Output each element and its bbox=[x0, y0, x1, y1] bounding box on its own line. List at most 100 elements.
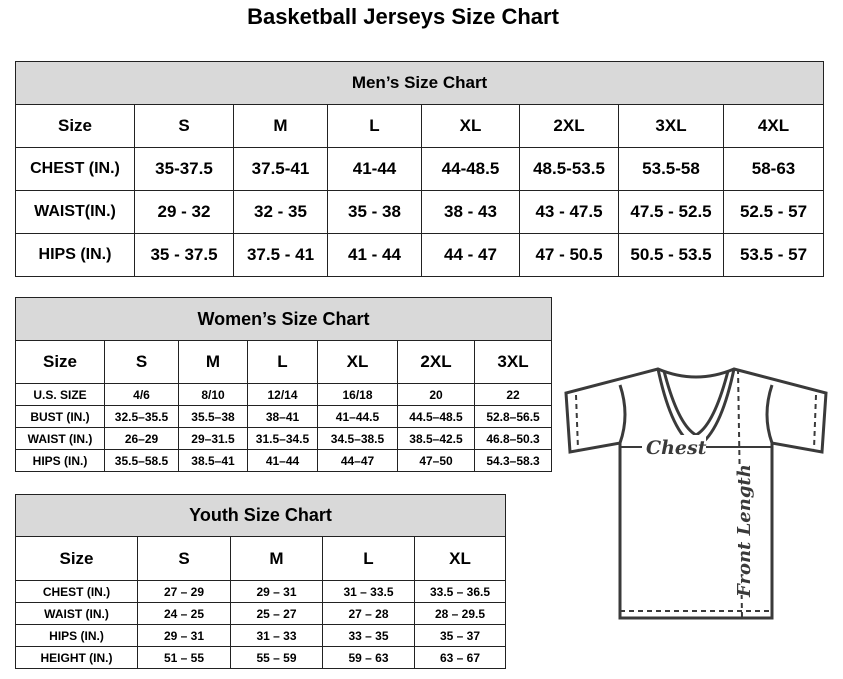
table-cell: 31 – 33.5 bbox=[322, 580, 415, 603]
table-cell: 27 – 29 bbox=[137, 580, 231, 603]
page-title: Basketball Jerseys Size Chart bbox=[247, 4, 559, 29]
row-label: CHEST (IN.) bbox=[15, 580, 138, 603]
column-header: M bbox=[233, 104, 328, 148]
table-cell: 41-44 bbox=[327, 147, 422, 191]
table-row: BUST (IN.) 32.5–35.5 35.5–38 38–41 41–44.5 44… bbox=[15, 405, 553, 428]
table-cell: 32.5–35.5 bbox=[104, 405, 179, 428]
table-cell: 41 - 44 bbox=[327, 233, 422, 277]
row-label: HEIGHT (IN.) bbox=[15, 646, 138, 669]
column-header: Size bbox=[15, 536, 138, 581]
table-cell: 54.3–58.3 bbox=[473, 449, 553, 472]
table-cell: 38.5–42.5 bbox=[397, 427, 475, 450]
table-cell: 38 - 43 bbox=[421, 190, 520, 234]
column-header: XL bbox=[421, 104, 520, 148]
table-cell: 52.5 - 57 bbox=[722, 190, 825, 234]
row-label: BUST (IN.) bbox=[15, 405, 105, 428]
table-cell: 44–47 bbox=[317, 449, 398, 472]
table-row: U.S. SIZE 4/6 8/10 12/14 16/18 20 22 bbox=[15, 383, 553, 406]
table-cell: 46.8–50.3 bbox=[473, 427, 553, 450]
table-title: Youth Size Chart bbox=[14, 494, 507, 537]
table-cell: 47–50 bbox=[397, 449, 475, 472]
column-header: 4XL bbox=[722, 104, 825, 148]
table-cell: 35-37.5 bbox=[134, 147, 234, 191]
table-row: WAIST (IN.) 24 – 25 25 – 27 27 – 28 28 – 29.… bbox=[15, 602, 507, 625]
womens-size-table: Women’s Size Chart Size S M L XL 2XL 3XL U.S. S… bbox=[14, 297, 553, 472]
table-cell: 29–31.5 bbox=[178, 427, 248, 450]
column-header: Size bbox=[15, 104, 135, 148]
column-header: M bbox=[178, 340, 248, 384]
table-cell: 55 – 59 bbox=[230, 646, 323, 669]
table-row: HEIGHT (IN.) 51 – 55 55 – 59 59 – 63 63 – 67 bbox=[15, 646, 507, 669]
column-header: 2XL bbox=[397, 340, 475, 384]
table-cell: 44 - 47 bbox=[421, 233, 520, 277]
table-cell: 38.5–41 bbox=[178, 449, 248, 472]
table-cell: 52.8–56.5 bbox=[473, 405, 553, 428]
chest-label: Chest bbox=[646, 437, 707, 459]
table-cell: 20 bbox=[397, 383, 475, 406]
table-cell: 33.5 – 36.5 bbox=[413, 580, 507, 603]
row-label: WAIST (IN.) bbox=[15, 602, 138, 625]
table-cell: 50.5 - 53.5 bbox=[618, 233, 724, 277]
table-cell: 29 – 31 bbox=[137, 624, 231, 647]
table-cell: 35 - 37.5 bbox=[134, 233, 234, 277]
table-cell: 58-63 bbox=[722, 147, 825, 191]
row-label: WAIST(IN.) bbox=[15, 190, 135, 234]
table-cell: 44.5–48.5 bbox=[397, 405, 475, 428]
table-cell: 35 – 37 bbox=[413, 624, 507, 647]
table-cell: 35.5–58.5 bbox=[104, 449, 179, 472]
table-cell: 8/10 bbox=[178, 383, 248, 406]
front-length-label: Front Length bbox=[734, 464, 755, 598]
column-header: XL bbox=[413, 536, 507, 581]
table-cell: 29 – 31 bbox=[230, 580, 323, 603]
table-cell: 12/14 bbox=[247, 383, 318, 406]
table-cell: 22 bbox=[473, 383, 553, 406]
table-row: CHEST (IN.) 35-37.5 37.5-41 41-44 44-48.5 48.… bbox=[15, 147, 825, 191]
table-cell: 51 – 55 bbox=[137, 646, 231, 669]
table-row: HIPS (IN.) 35 - 37.5 37.5 - 41 41 - 44 44 - … bbox=[15, 233, 825, 277]
row-label: WAIST (IN.) bbox=[15, 427, 105, 450]
table-cell: 4/6 bbox=[104, 383, 179, 406]
column-header: M bbox=[230, 536, 323, 581]
column-header: XL bbox=[317, 340, 398, 384]
column-header: Size bbox=[15, 340, 105, 384]
table-row: WAIST(IN.) 29 - 32 32 - 35 35 - 38 38 - 43 43… bbox=[15, 190, 825, 234]
table-row: CHEST (IN.) 27 – 29 29 – 31 31 – 33.5 33.5 –… bbox=[15, 580, 507, 603]
jersey-outline-icon bbox=[564, 367, 828, 620]
table-cell: 16/18 bbox=[317, 383, 398, 406]
table-row: HIPS (IN.) 35.5–58.5 38.5–41 41–44 44–47 47–5… bbox=[15, 449, 553, 472]
row-label: HIPS (IN.) bbox=[15, 449, 105, 472]
table-cell: 48.5-53.5 bbox=[519, 147, 619, 191]
table-cell: 59 – 63 bbox=[322, 646, 415, 669]
column-header: S bbox=[104, 340, 179, 384]
column-header: S bbox=[137, 536, 231, 581]
row-label: HIPS (IN.) bbox=[15, 233, 135, 277]
column-header: S bbox=[134, 104, 234, 148]
mens-size-table: Men’s Size Chart Size S M L XL 2XL 3XL 4XL CHEST… bbox=[14, 61, 825, 277]
row-label: U.S. SIZE bbox=[15, 383, 105, 406]
table-cell: 41–44 bbox=[247, 449, 318, 472]
table-cell: 47.5 - 52.5 bbox=[618, 190, 724, 234]
table-cell: 47 - 50.5 bbox=[519, 233, 619, 277]
table-cell: 53.5 - 57 bbox=[722, 233, 825, 277]
table-title: Men’s Size Chart bbox=[14, 61, 825, 105]
column-header: L bbox=[322, 536, 415, 581]
table-cell: 41–44.5 bbox=[317, 405, 398, 428]
table-cell: 31.5–34.5 bbox=[247, 427, 318, 450]
column-header: L bbox=[327, 104, 422, 148]
table-cell: 37.5 - 41 bbox=[233, 233, 328, 277]
jersey-diagram: Chest Front Length bbox=[564, 367, 828, 620]
table-cell: 28 – 29.5 bbox=[413, 602, 507, 625]
table-cell: 53.5-58 bbox=[618, 147, 724, 191]
table-row: HIPS (IN.) 29 – 31 31 – 33 33 – 35 35 – 37 bbox=[15, 624, 507, 647]
table-cell: 25 – 27 bbox=[230, 602, 323, 625]
table-cell: 37.5-41 bbox=[233, 147, 328, 191]
table-cell: 38–41 bbox=[247, 405, 318, 428]
table-row: WAIST (IN.) 26–29 29–31.5 31.5–34.5 34.5–38.… bbox=[15, 427, 553, 450]
table-cell: 33 – 35 bbox=[322, 624, 415, 647]
table-cell: 43 - 47.5 bbox=[519, 190, 619, 234]
table-cell: 29 - 32 bbox=[134, 190, 234, 234]
column-header: 3XL bbox=[473, 340, 553, 384]
table-title: Women’s Size Chart bbox=[14, 297, 553, 341]
table-cell: 26–29 bbox=[104, 427, 179, 450]
table-cell: 31 – 33 bbox=[230, 624, 323, 647]
